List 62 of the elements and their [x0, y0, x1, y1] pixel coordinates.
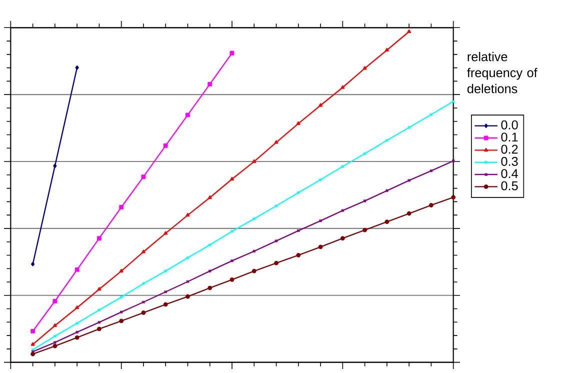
- point: [141, 310, 146, 315]
- point: [119, 318, 124, 324]
- legend-label: 0.3: [501, 156, 518, 166]
- point: [30, 342, 35, 346]
- legend-label: 0.2: [501, 144, 518, 154]
- point: [274, 140, 278, 144]
- point: [74, 268, 80, 272]
- point: [163, 302, 168, 307]
- point: [52, 323, 57, 328]
- point: [230, 176, 234, 181]
- point: [252, 159, 256, 163]
- point: [119, 205, 124, 210]
- point: [318, 244, 323, 250]
- point: [384, 220, 390, 224]
- point: [141, 250, 146, 254]
- point: [230, 259, 234, 263]
- point: [340, 236, 345, 241]
- point: [362, 228, 367, 232]
- point: [97, 236, 102, 241]
- point: [74, 335, 80, 340]
- point: [97, 287, 102, 291]
- legend-label: 0.4: [501, 169, 518, 178]
- point: [340, 85, 345, 89]
- point: [75, 65, 79, 70]
- point: [141, 174, 146, 179]
- point: [274, 239, 278, 243]
- point: [252, 268, 256, 274]
- point: [230, 50, 234, 56]
- legend-label: 0.5: [501, 181, 518, 190]
- point: [318, 219, 322, 223]
- point: [186, 112, 190, 118]
- point: [31, 262, 35, 266]
- point: [30, 329, 36, 334]
- point: [451, 195, 456, 200]
- point: [429, 203, 434, 208]
- point: [186, 212, 190, 217]
- point: [119, 268, 124, 272]
- point: [52, 298, 58, 304]
- point: [163, 144, 168, 148]
- point: [296, 121, 300, 125]
- point: [208, 195, 212, 200]
- point: [53, 164, 57, 168]
- legend-label: 0.0: [501, 120, 518, 130]
- point: [75, 306, 80, 310]
- point: [208, 82, 212, 86]
- point: [318, 103, 323, 107]
- point: [296, 252, 301, 258]
- point: [164, 231, 168, 235]
- point: [30, 352, 36, 356]
- point: [318, 178, 322, 182]
- point: [186, 294, 190, 299]
- point: [384, 48, 389, 52]
- legend-title: relative frequency of deletions: [467, 52, 538, 94]
- point: [52, 344, 58, 348]
- point: [407, 29, 412, 34]
- point: [230, 277, 234, 282]
- point: [274, 260, 278, 266]
- point: [362, 66, 367, 70]
- point: [406, 211, 412, 216]
- point: [208, 286, 212, 290]
- legend-label: 0.1: [501, 132, 518, 142]
- point: [97, 326, 102, 332]
